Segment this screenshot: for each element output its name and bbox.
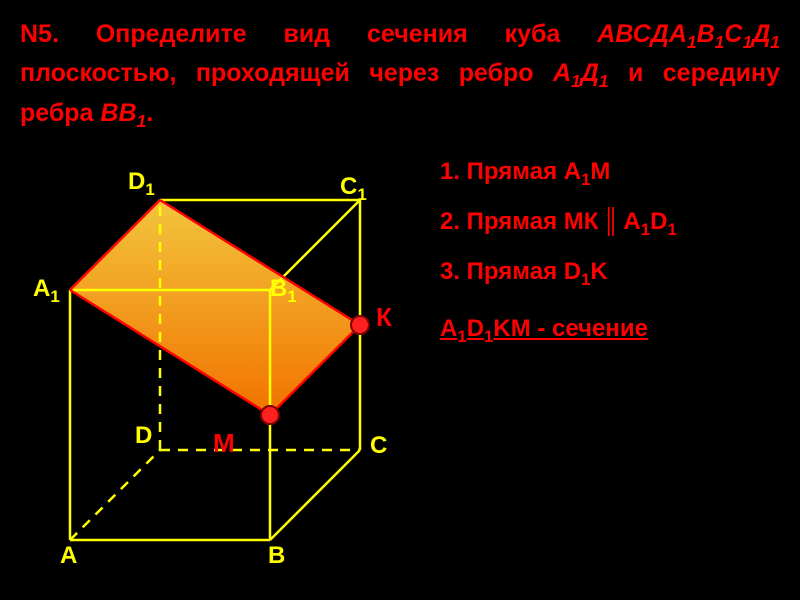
cube-name: АВСДА [597,20,687,48]
step-3: 3. Прямая D1K [440,258,790,290]
cube-diagram: D1 C1 A1 B1 D C A B М К [20,140,420,580]
step-1: 1. Прямая А1М [440,158,790,190]
solution-steps: 1. Прямая А1М 2. Прямая МК║A1D1 3. Пряма… [440,158,790,347]
problem-statement: N5. Определите вид сечения куба АВСДА1В1… [20,16,780,134]
label-b1: B1 [270,275,297,307]
label-d1: D1 [128,168,155,200]
label-a1: A1 [33,275,60,307]
label-b: B [268,542,285,570]
label-a: A [60,542,77,570]
label-m: М [213,428,235,459]
label-c: C [370,432,387,460]
step-2: 2. Прямая МК║A1D1 [440,208,790,240]
problem-head: N5. Определите вид сечения куба [20,20,597,48]
label-c1: C1 [340,173,367,205]
cube-svg [20,140,420,580]
label-k: К [376,302,392,333]
section-result: A1D1KM - сечение [440,315,790,347]
parallel-icon: ║ [602,208,619,236]
label-d: D [135,422,152,450]
